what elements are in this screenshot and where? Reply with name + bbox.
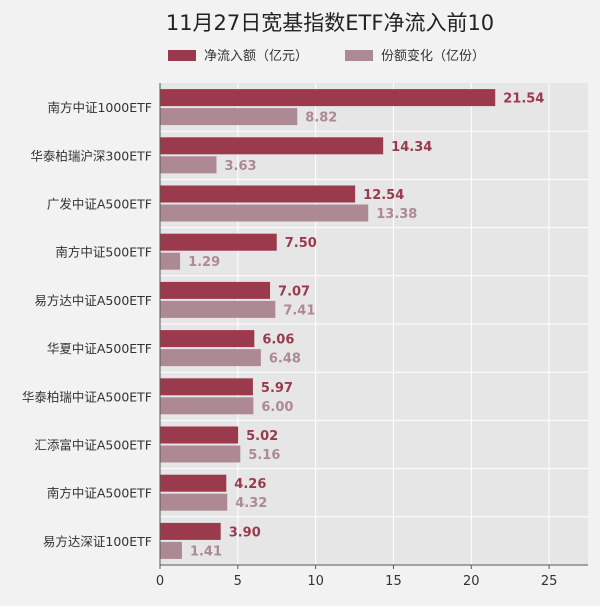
share-change-value-label: 8.82 [305, 111, 337, 126]
category-label: 华泰柏瑞中证A500ETF [22, 389, 152, 404]
chart-title: 11月27日宽基指数ETF净流入前10 [166, 11, 494, 35]
category-label: 华泰柏瑞沪深300ETF [30, 148, 152, 163]
x-tick-label: 5 [234, 574, 242, 589]
category-label: 汇添富中证A500ETF [34, 438, 152, 453]
share-change-value-label: 1.29 [188, 255, 220, 270]
net-inflow-bar [160, 378, 253, 396]
share-change-bar [160, 445, 241, 463]
share-change-value-label: 3.63 [224, 159, 256, 174]
net-inflow-value-label: 12.54 [363, 188, 404, 203]
net-inflow-bar [160, 330, 255, 348]
net-inflow-bar [160, 137, 384, 155]
share-change-value-label: 5.16 [248, 448, 280, 463]
net-inflow-value-label: 5.02 [246, 429, 278, 444]
share-change-value-label: 6.00 [261, 400, 293, 415]
x-tick-label: 10 [307, 574, 324, 589]
net-inflow-value-label: 4.26 [234, 477, 266, 492]
x-tick-label: 20 [463, 574, 480, 589]
net-inflow-value-label: 6.06 [262, 333, 294, 348]
share-change-bar [160, 349, 261, 367]
category-label: 易方达深证100ETF [43, 534, 152, 549]
legend-label: 净流入额（亿元） [204, 49, 308, 64]
net-inflow-value-label: 3.90 [229, 525, 261, 540]
share-change-bar [160, 204, 369, 222]
net-inflow-value-label: 7.07 [278, 284, 310, 299]
legend-swatch [345, 50, 373, 61]
category-label: 南方中证500ETF [55, 245, 152, 260]
category-label: 南方中证1000ETF [47, 100, 152, 115]
x-tick-label: 15 [385, 574, 402, 589]
share-change-value-label: 4.32 [235, 496, 267, 511]
net-inflow-value-label: 5.97 [261, 381, 293, 396]
share-change-bar [160, 300, 276, 318]
net-inflow-bar [160, 522, 221, 540]
net-inflow-bar [160, 185, 356, 203]
share-change-bar [160, 541, 182, 559]
net-inflow-bar [160, 89, 496, 107]
share-change-bar [160, 108, 298, 126]
legend-label: 份额变化（亿份） [381, 48, 485, 64]
net-inflow-value-label: 21.54 [503, 92, 544, 107]
share-change-bar [160, 397, 254, 415]
net-inflow-bar [160, 233, 277, 251]
x-tick-label: 25 [541, 574, 558, 589]
share-change-bar [160, 493, 228, 511]
x-tick-label: 0 [156, 574, 164, 589]
share-change-value-label: 13.38 [376, 207, 417, 222]
net-inflow-bar [160, 426, 239, 444]
category-label: 广发中证A500ETF [47, 197, 152, 212]
share-change-bar [160, 156, 217, 174]
net-inflow-value-label: 7.50 [285, 236, 317, 251]
net-inflow-bar [160, 281, 271, 299]
net-inflow-value-label: 14.34 [391, 140, 432, 155]
share-change-bar [160, 252, 181, 270]
share-change-value-label: 1.41 [190, 544, 222, 559]
category-label: 华夏中证A500ETF [47, 341, 152, 356]
share-change-value-label: 7.41 [283, 303, 315, 318]
category-label: 南方中证A500ETF [47, 486, 152, 501]
net-inflow-bar [160, 474, 227, 492]
category-label: 易方达中证A500ETF [34, 293, 152, 308]
share-change-value-label: 6.48 [269, 352, 301, 367]
legend-swatch [168, 50, 196, 61]
